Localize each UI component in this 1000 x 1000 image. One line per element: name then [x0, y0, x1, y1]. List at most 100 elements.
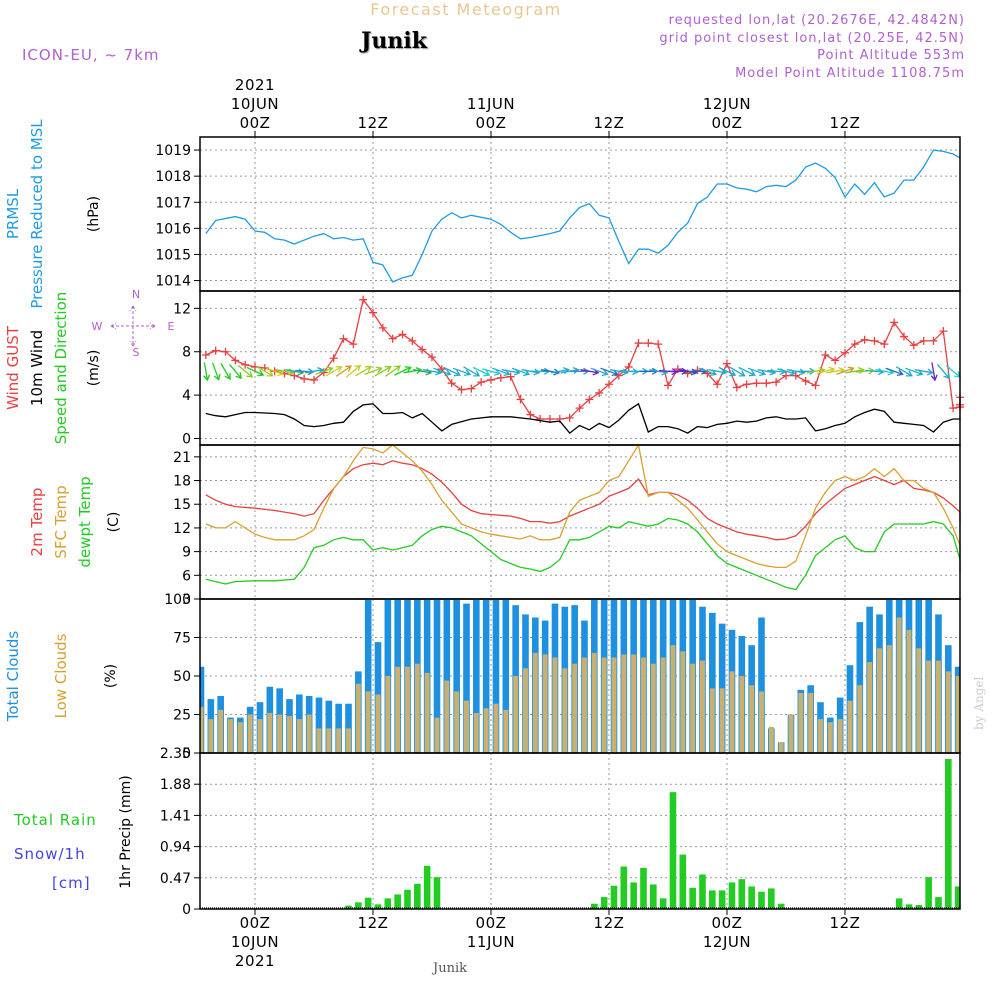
total-rain-bar — [659, 898, 667, 909]
wind-direction-arrow — [413, 368, 433, 376]
low-clouds-bar — [542, 654, 548, 753]
y-tick-label: 0 — [182, 902, 191, 918]
total-clouds-bar — [482, 599, 490, 753]
gust-marker — [241, 360, 250, 369]
compass-e: E — [168, 320, 175, 333]
gust-marker — [939, 327, 948, 336]
y-axis-label: 1hr Precip (mm) — [118, 775, 134, 888]
precip-panel: 0 0.47 0.94 1.41 1.88 2.35 1hr Precip (mm) Tota… — [13, 746, 961, 918]
bottom-time-label: 10JUN — [231, 933, 279, 951]
total-rain-bar — [355, 902, 362, 909]
gust-marker — [644, 339, 653, 348]
total-rain-bar — [423, 865, 431, 909]
gust-marker — [880, 340, 889, 349]
gust-marker — [585, 395, 594, 404]
wind-direction-arrow — [246, 366, 265, 377]
low-clouds-bar — [316, 728, 322, 753]
gust-marker — [870, 336, 879, 345]
y-tick-label: 0 — [182, 431, 191, 447]
gust-marker — [890, 318, 899, 327]
low-clouds-bar — [552, 657, 558, 753]
chart-panels: 1014 1015 1016 1017 1018 1019 PRMSL Pressure Re… — [4, 119, 964, 918]
y-tick-label: 3 — [182, 592, 191, 608]
y-axis-label: Total Clouds — [4, 631, 22, 723]
low-clouds-bar — [296, 719, 302, 753]
side-label: [cm] — [52, 874, 91, 892]
low-clouds-bar — [218, 709, 224, 753]
wind-direction-arrow — [895, 366, 913, 377]
wind-direction-arrow — [845, 366, 865, 374]
bottom-time-label: 12Z — [594, 914, 625, 932]
compass-n: N — [132, 288, 140, 301]
total-rain-bar — [768, 888, 775, 909]
low-clouds-bar — [355, 683, 361, 753]
low-clouds-bar — [945, 671, 951, 753]
compass-rose: N S W E — [92, 288, 175, 359]
low-clouds-bar — [788, 714, 794, 753]
wind-direction-arrow — [786, 368, 806, 376]
total-clouds-bar — [502, 599, 510, 753]
wind-direction-arrow — [265, 367, 285, 377]
compass-s: S — [133, 346, 140, 359]
gust-marker — [309, 375, 318, 384]
wind-direction-arrow — [229, 363, 242, 380]
gust-marker — [496, 373, 505, 382]
total-rain-bar — [620, 866, 628, 909]
gust-marker — [201, 350, 210, 359]
y-tick-label: 15 — [173, 497, 191, 513]
y-tick-label: 75 — [173, 631, 191, 647]
wind-direction-arrow — [463, 366, 481, 377]
low-clouds-bar — [867, 662, 873, 753]
wind-direction-arrow — [511, 367, 531, 377]
top-time-label: 10JUN — [231, 95, 279, 113]
wind-direction-arrow — [728, 366, 746, 377]
total-rain-bar — [895, 898, 903, 909]
top-time-label: 2021 — [235, 76, 275, 94]
y-tick-label: 2.35 — [160, 746, 191, 762]
wind-direction-arrow — [649, 368, 669, 376]
bottom-time-label: 11JUN — [467, 933, 515, 951]
prmsl-line — [205, 149, 961, 283]
gust-marker — [368, 308, 377, 317]
wind-direction-arrow — [550, 366, 570, 374]
low-clouds-bar — [572, 663, 578, 753]
low-clouds-bar — [798, 692, 804, 753]
low-clouds-bar — [483, 708, 489, 753]
low-clouds-bar — [228, 719, 233, 753]
gust-marker — [329, 354, 338, 363]
wind-direction-arrow — [718, 366, 737, 377]
wind-direction-arrow — [285, 368, 305, 376]
y-tick-label: 9 — [182, 545, 191, 561]
total-rain-bar — [748, 886, 755, 909]
y-axis-label: dewpt Temp — [76, 476, 94, 567]
total-clouds-bar — [453, 599, 460, 753]
y-axis-label: SFC Temp — [52, 485, 70, 558]
total-rain-bar — [689, 887, 696, 909]
gust-marker — [781, 371, 790, 380]
model-label: ICON-EU, ~ 7km — [22, 46, 160, 64]
gust-marker — [467, 384, 476, 393]
gust-marker — [713, 380, 722, 389]
low-clouds-bar — [926, 660, 932, 753]
y-tick-label: 0.47 — [160, 871, 191, 887]
total-rain-bar — [650, 884, 657, 909]
gust-marker — [722, 359, 731, 368]
gust-marker — [339, 334, 348, 343]
wind-direction-arrow — [325, 366, 343, 377]
low-clouds-bar — [591, 652, 597, 753]
bottom-time-label: 00Z — [240, 914, 271, 932]
total-rain-bar — [777, 903, 785, 909]
wind-direction-arrow — [738, 366, 756, 377]
total-rain-bar — [718, 890, 726, 909]
gust-marker — [821, 350, 830, 359]
y-tick-label: 18 — [173, 474, 191, 490]
top-time-label: 00Z — [712, 114, 743, 132]
total-clouds-bar — [473, 599, 480, 753]
total-rain-bar — [925, 877, 932, 909]
low-clouds-bar — [906, 629, 912, 753]
low-clouds-bar — [670, 645, 676, 753]
total-rain-bar — [414, 883, 421, 909]
gust-marker — [899, 332, 908, 341]
